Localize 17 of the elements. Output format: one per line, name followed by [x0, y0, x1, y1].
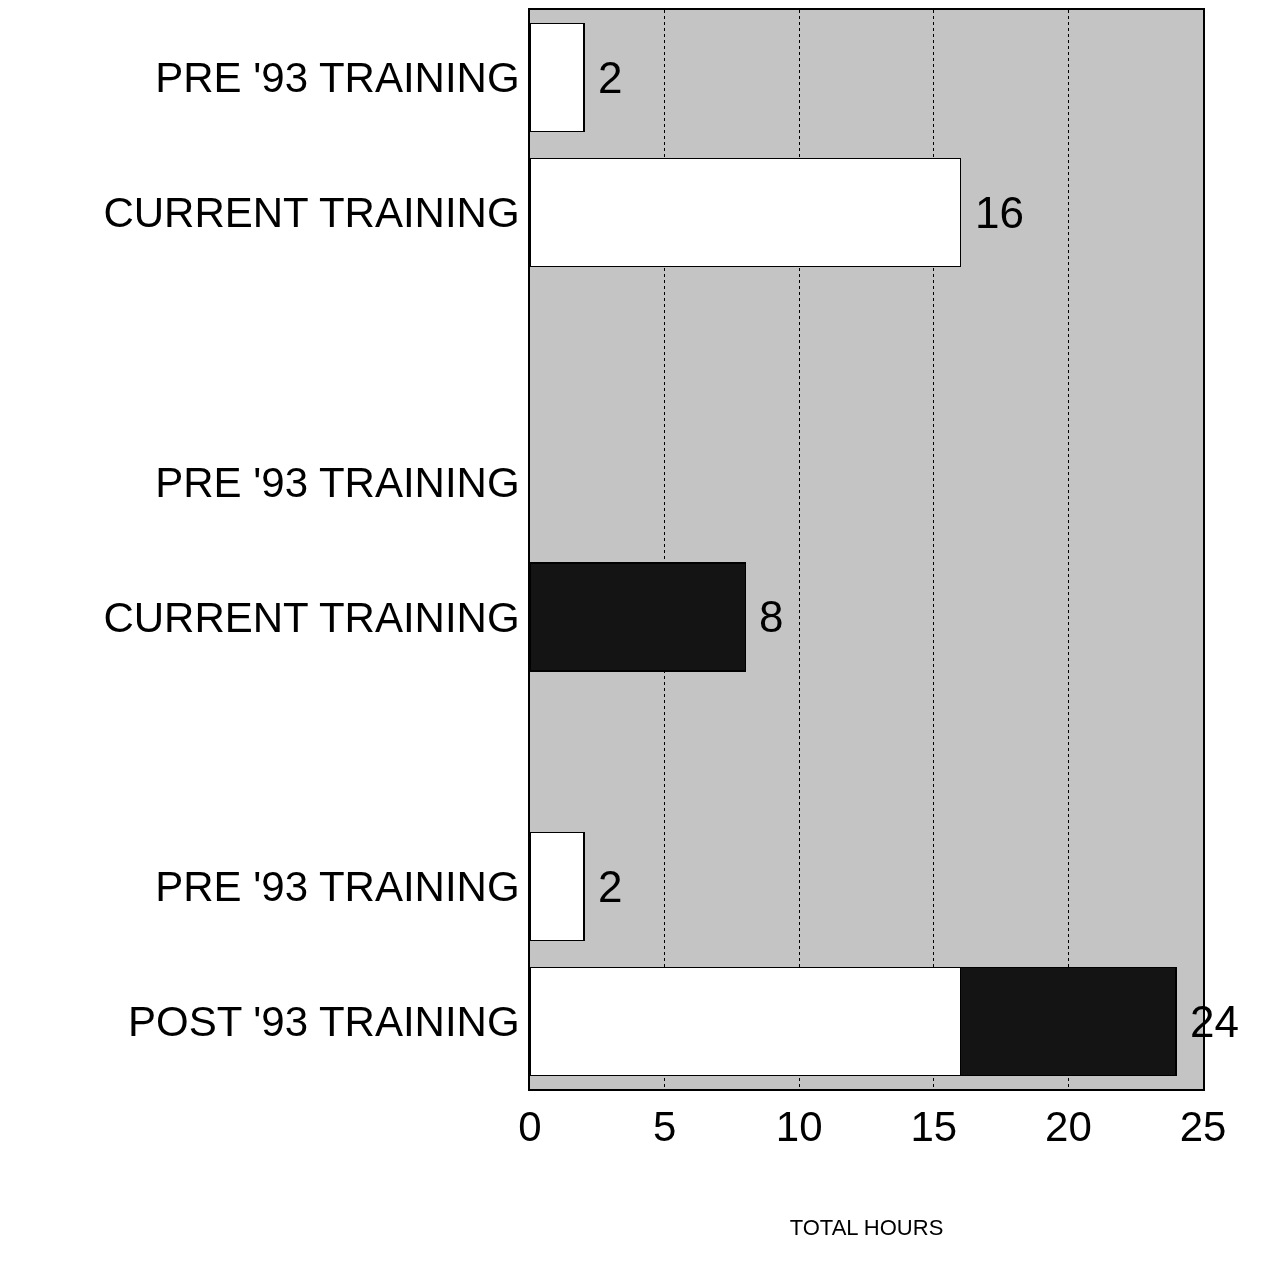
total-label: 2 — [598, 53, 623, 102]
x-axis-title: TOTAL HOURS — [789, 1214, 944, 1240]
y-tick-label: PRE '93 TRAINING — [155, 54, 520, 102]
x-tick-label: 25 — [1179, 1103, 1227, 1151]
y-tick-label: PRE '93 TRAINING — [155, 863, 520, 911]
x-tick-label: 10 — [775, 1103, 823, 1151]
x-tick-label: 0 — [518, 1103, 542, 1151]
y-tick-label: POST '93 TRAINING — [128, 998, 520, 1046]
x-tick-label: 5 — [652, 1103, 677, 1151]
total-label: 8 — [759, 592, 784, 641]
x-tick-label: 20 — [1045, 1103, 1092, 1151]
total-label: 16 — [975, 188, 1024, 237]
total-label: 2 — [598, 862, 623, 911]
x-tick-label: 15 — [910, 1103, 958, 1151]
y-tick-label: PRE '93 TRAINING — [155, 458, 520, 506]
y-tick-label: CURRENT TRAINING — [103, 189, 520, 237]
y-tick-label: CURRENT TRAINING — [103, 593, 520, 641]
